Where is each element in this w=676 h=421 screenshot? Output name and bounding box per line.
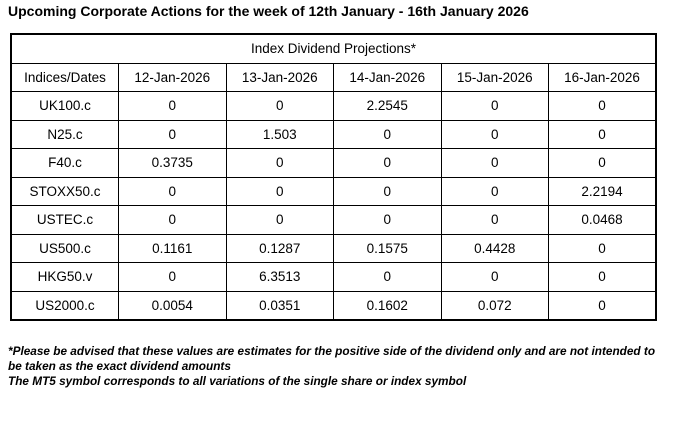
dividend-value-cell: 0 (225, 91, 334, 121)
footnote-mt5-symbol: The MT5 symbol corresponds to all variat… (8, 374, 467, 388)
dividend-value-cell: 2.2194 (548, 176, 657, 206)
dividend-value-cell: 0.0468 (548, 205, 657, 235)
date-header: 16-Jan-2026 (548, 62, 657, 92)
dividend-value-cell: 0 (118, 176, 227, 206)
dividend-value-cell: 0.1161 (118, 233, 227, 263)
dividend-value-cell: 0 (333, 176, 442, 206)
dividend-value-cell: 0 (548, 148, 657, 178)
dividend-value-cell: 0 (548, 119, 657, 149)
dividend-value-cell: 0 (440, 176, 549, 206)
table-row: F40.c 0.3735 0 0 0 0 (10, 148, 657, 178)
dividend-value-cell: 0 (548, 233, 657, 263)
corner-header: Indices/Dates (10, 62, 119, 92)
index-symbol: US500.c (10, 233, 119, 263)
dividend-value-cell: 0.3735 (118, 148, 227, 178)
table-body: UK100.c 0 0 2.2545 0 0 N25.c 0 1.503 0 0 0 F40.c 0.37… (10, 91, 657, 321)
table-header-row: Indices/Dates 12-Jan-2026 13-Jan-2026 14-J… (10, 62, 657, 92)
index-symbol: HKG50.v (10, 262, 119, 292)
footnotes: *Please be advised that these values are… (8, 344, 668, 389)
table-row: US500.c 0.1161 0.1287 0.1575 0.4428 0 (10, 233, 657, 263)
table-head: Index Dividend Projections* Indices/Date… (10, 33, 657, 92)
dividend-value-cell: 0.4428 (440, 233, 549, 263)
footnote-estimates-disclaimer: *Please be advised that these values are… (8, 344, 656, 373)
index-symbol: N25.c (10, 119, 119, 149)
table-row: N25.c 0 1.503 0 0 0 (10, 119, 657, 149)
page-title: Upcoming Corporate Actions for the week … (8, 3, 529, 19)
dividend-value-cell: 0 (118, 262, 227, 292)
dividend-value-cell: 0 (333, 205, 442, 235)
date-header: 15-Jan-2026 (440, 62, 549, 92)
dividend-value-cell: 0.0351 (225, 290, 334, 321)
dividend-value-cell: 0 (225, 148, 334, 178)
dividend-value-cell: 6.3513 (225, 262, 334, 292)
table-row: STOXX50.c 0 0 0 0 2.2194 (10, 176, 657, 206)
table-row: USTEC.c 0 0 0 0 0.0468 (10, 205, 657, 235)
dividend-value-cell: 0 (333, 148, 442, 178)
dividend-value-cell: 1.503 (225, 119, 334, 149)
table-title: Index Dividend Projections* (10, 33, 657, 64)
dividend-value-cell: 0.072 (440, 290, 549, 321)
table-row: US2000.c 0.0054 0.0351 0.1602 0.072 0 (10, 290, 657, 321)
dividend-value-cell: 0.1287 (225, 233, 334, 263)
date-header: 12-Jan-2026 (118, 62, 227, 92)
dividend-value-cell: 0 (440, 262, 549, 292)
table-row: HKG50.v 0 6.3513 0 0 0 (10, 262, 657, 292)
dividend-value-cell: 0.1575 (333, 233, 442, 263)
dividend-value-cell: 0 (225, 205, 334, 235)
dividend-value-cell: 0 (225, 176, 334, 206)
index-symbol: STOXX50.c (10, 176, 119, 206)
dividend-value-cell: 0 (440, 91, 549, 121)
index-symbol: F40.c (10, 148, 119, 178)
dividend-value-cell: 0 (548, 91, 657, 121)
dividend-value-cell: 0.1602 (333, 290, 442, 321)
dividend-value-cell: 0 (548, 290, 657, 321)
index-symbol: UK100.c (10, 91, 119, 121)
index-symbol: USTEC.c (10, 205, 119, 235)
date-header: 14-Jan-2026 (333, 62, 442, 92)
index-symbol: US2000.c (10, 290, 119, 321)
dividend-value-cell: 2.2545 (333, 91, 442, 121)
dividend-value-cell: 0 (440, 205, 549, 235)
dividend-value-cell: 0 (440, 148, 549, 178)
dividend-value-cell: 0 (548, 262, 657, 292)
dividend-value-cell: 0 (440, 119, 549, 149)
dividend-value-cell: 0 (118, 91, 227, 121)
dividend-value-cell: 0 (333, 262, 442, 292)
dividend-value-cell: 0.0054 (118, 290, 227, 321)
dividend-value-cell: 0 (118, 205, 227, 235)
table-title-row: Index Dividend Projections* (10, 33, 657, 64)
dividend-value-cell: 0 (333, 119, 442, 149)
dividend-projections-table: Index Dividend Projections* Indices/Date… (10, 33, 657, 321)
dividend-value-cell: 0 (118, 119, 227, 149)
date-header: 13-Jan-2026 (225, 62, 334, 92)
table-row: UK100.c 0 0 2.2545 0 0 (10, 91, 657, 121)
